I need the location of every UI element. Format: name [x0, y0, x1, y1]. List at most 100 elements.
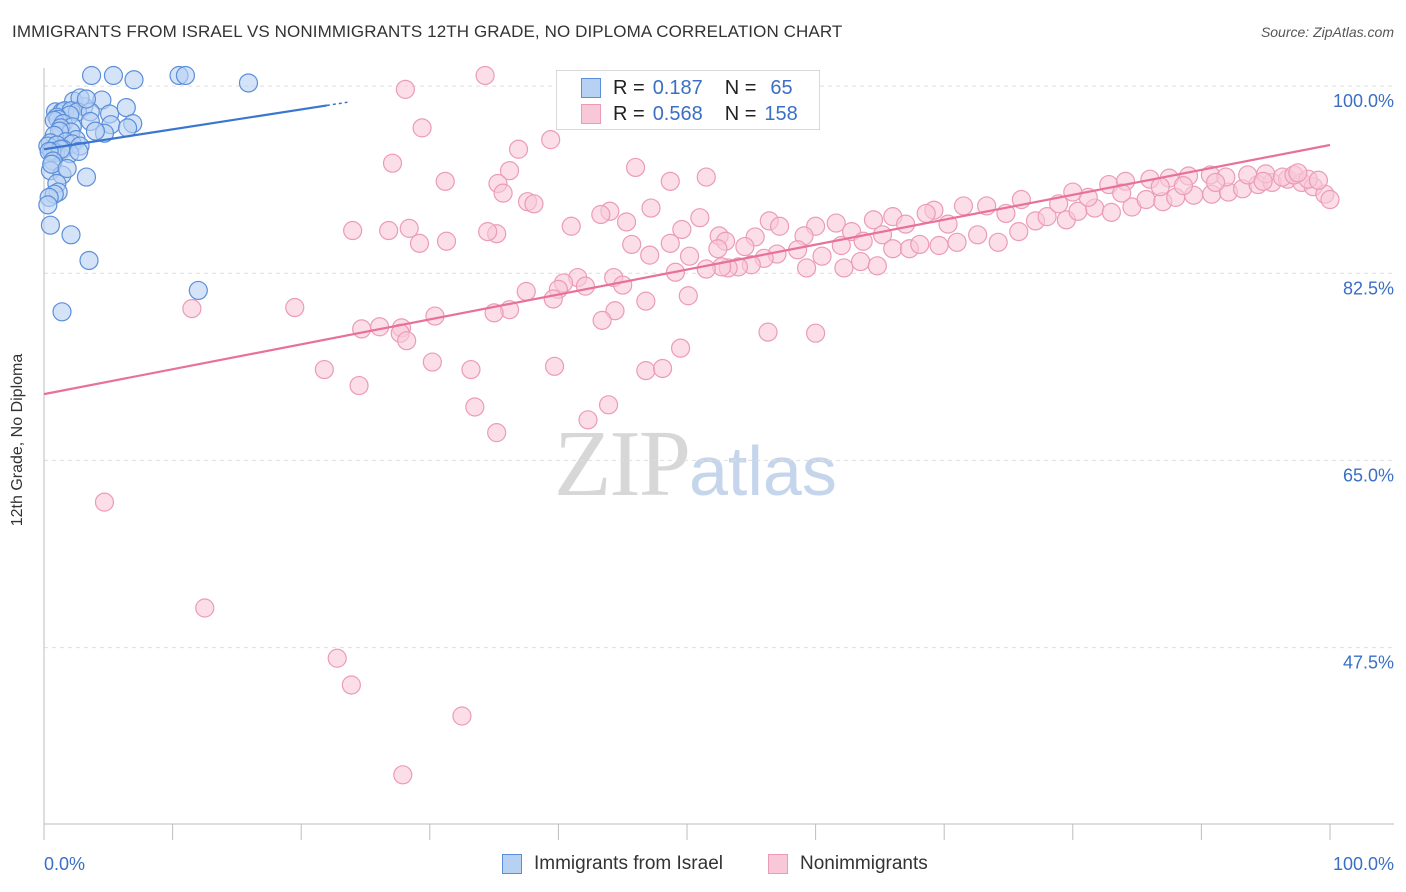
point-nonimmigrants [883, 239, 903, 259]
point-nonimmigrants [660, 233, 680, 253]
point-nonimmigrants [916, 203, 936, 224]
point-nonimmigrants [968, 225, 988, 245]
point-israel [40, 215, 61, 235]
point-nonimmigrants [636, 291, 656, 311]
point-israel [117, 118, 138, 138]
point-nonimmigrants [1320, 189, 1340, 210]
point-nonimmigrants [508, 139, 529, 159]
point-nonimmigrants [578, 410, 598, 430]
point-israel [85, 121, 106, 141]
legend-r-label: R = [613, 102, 645, 125]
point-nonimmigrants [379, 220, 399, 241]
point-nonimmigrants [622, 234, 642, 255]
watermark: ZIPatlas [554, 410, 837, 518]
x-tick-label-min: 0.0% [44, 854, 85, 874]
point-nonimmigrants [524, 194, 544, 214]
point-nonimmigrants [349, 375, 369, 396]
point-nonimmigrants [625, 157, 646, 178]
point-nonimmigrants [435, 171, 455, 191]
point-nonimmigrants [613, 275, 633, 295]
point-nonimmigrants [541, 130, 561, 150]
point-nonimmigrants [1308, 170, 1329, 190]
point-nonimmigrants [94, 492, 115, 512]
point-nonimmigrants [393, 765, 413, 785]
point-nonimmigrants [690, 208, 710, 228]
point-nonimmigrants [812, 246, 832, 266]
point-israel [57, 158, 77, 179]
point-nonimmigrants [452, 706, 472, 726]
point-israel [238, 73, 259, 93]
point-nonimmigrants [461, 359, 481, 380]
point-israel [38, 195, 58, 215]
point-nonimmigrants [591, 204, 611, 225]
point-nonimmigrants [409, 233, 430, 253]
x-tick-label-max: 100.0% [1333, 854, 1394, 874]
y-axis-label: 12th Grade, No Diploma [9, 353, 26, 527]
point-nonimmigrants [382, 153, 403, 173]
point-nonimmigrants [1009, 222, 1029, 242]
point-nonimmigrants [735, 236, 755, 257]
point-nonimmigrants [660, 171, 680, 191]
point-nonimmigrants [1205, 172, 1226, 193]
legend-n-label: N = [724, 102, 757, 125]
point-nonimmigrants [988, 232, 1008, 252]
legend-r-label: R = [613, 76, 645, 99]
point-nonimmigrants [863, 210, 884, 230]
point-nonimmigrants [487, 423, 507, 443]
point-nonimmigrants [499, 161, 520, 181]
legend-r-value-nonimmigrants: 0.568 [652, 102, 703, 125]
point-nonimmigrants [422, 352, 442, 372]
point-nonimmigrants [636, 361, 656, 381]
bottom-legend-label-israel: Immigrants from Israel [534, 853, 723, 874]
point-nonimmigrants [867, 256, 887, 276]
point-nonimmigrants [1101, 202, 1121, 222]
bottom-legend-swatch-israel [502, 854, 522, 874]
point-israel [76, 89, 97, 109]
point-nonimmigrants [1173, 176, 1193, 196]
point-nonimmigrants [412, 118, 432, 138]
trendline-israel [43, 104, 328, 151]
legend-row-nonimmigrants: R = 0.568 N = 158 [581, 102, 798, 126]
point-nonimmigrants [616, 212, 637, 232]
watermark-zip: ZIP [554, 412, 691, 516]
point-nonimmigrants [679, 246, 700, 266]
point-nonimmigrants [1288, 163, 1308, 183]
point-nonimmigrants [493, 183, 513, 203]
y-tick-label: 47.5% [1343, 653, 1394, 673]
point-israel [175, 65, 196, 86]
point-nonimmigrants [1037, 207, 1057, 227]
point-nonimmigrants [465, 397, 485, 417]
point-nonimmigrants [708, 239, 728, 259]
y-tick-label: 82.5% [1343, 278, 1394, 298]
legend-swatch-nonimmigrants [581, 104, 601, 124]
point-nonimmigrants [670, 338, 691, 358]
point-nonimmigrants [1112, 183, 1132, 203]
point-israel [69, 141, 89, 162]
point-nonimmigrants [397, 331, 417, 351]
point-nonimmigrants [1136, 189, 1156, 210]
bottom-legend-nonimmigrants: Nonimmigrants [768, 852, 928, 876]
point-nonimmigrants [826, 213, 846, 233]
point-israel [81, 65, 102, 86]
point-nonimmigrants [796, 258, 817, 278]
point-nonimmigrants [399, 218, 419, 238]
point-nonimmigrants [1063, 182, 1083, 202]
point-nonimmigrants [341, 675, 361, 695]
point-nonimmigrants [1253, 171, 1273, 191]
legend-box: R = 0.187 N = 65 R = 0.568 N = 158 [556, 70, 820, 130]
point-nonimmigrants [343, 220, 363, 241]
point-nonimmigrants [769, 216, 790, 236]
point-nonimmigrants [672, 219, 692, 240]
point-nonimmigrants [696, 167, 716, 187]
point-nonimmigrants [896, 214, 916, 234]
point-israel [52, 302, 72, 322]
point-nonimmigrants [561, 216, 581, 236]
point-nonimmigrants [678, 286, 698, 306]
point-nonimmigrants [805, 323, 826, 343]
point-nonimmigrants [516, 281, 536, 302]
point-nonimmigrants [929, 235, 949, 256]
point-nonimmigrants [575, 276, 596, 296]
bottom-legend-israel: Immigrants from Israel [502, 852, 723, 876]
point-nonimmigrants [696, 259, 716, 279]
